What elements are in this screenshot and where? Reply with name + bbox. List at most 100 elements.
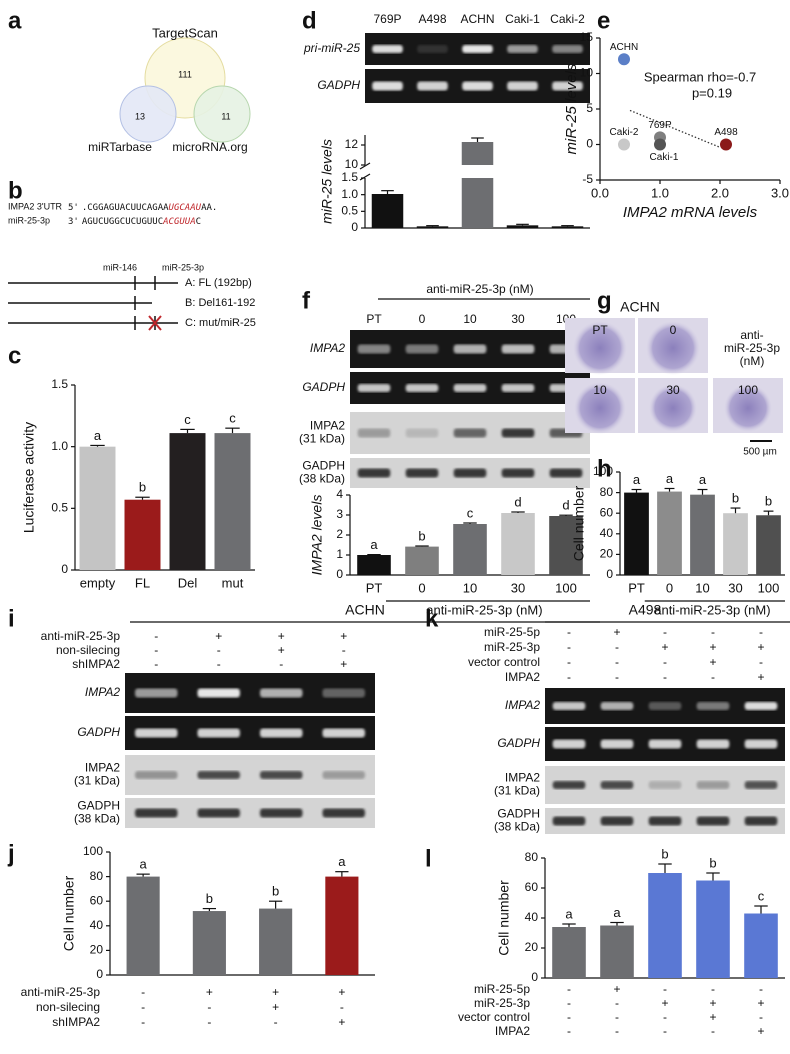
gel-band xyxy=(135,771,178,779)
bar xyxy=(744,913,778,978)
panel-label: g xyxy=(597,287,612,314)
x-tick-label: mut xyxy=(222,575,244,590)
bar xyxy=(416,226,449,228)
x-tick-label: 100 xyxy=(758,580,780,595)
condition-sign: - xyxy=(141,1015,145,1029)
condition-sign: - xyxy=(759,625,763,639)
y-tick-label: 4 xyxy=(336,487,343,501)
panel-label: h xyxy=(597,455,612,482)
y-tick-label: 0 xyxy=(531,970,538,984)
x-tick-label: 10 xyxy=(463,580,477,595)
gel-band xyxy=(552,45,583,53)
bar xyxy=(723,513,748,575)
gel-title: A498 xyxy=(629,602,662,618)
gel-band xyxy=(600,739,634,749)
y-axis-label: Luciferase activity xyxy=(21,422,37,533)
image-note: miR-25-3p xyxy=(724,341,780,355)
gel-band xyxy=(405,344,439,354)
gel-band xyxy=(453,428,487,438)
sequence-part: AGUCUGGCUCUGUUC xyxy=(82,217,163,227)
condition-sign: - xyxy=(567,996,571,1010)
well-label: 100 xyxy=(738,383,758,397)
bar xyxy=(357,555,391,575)
point-label: Caki-1 xyxy=(650,152,679,163)
panel-label: f xyxy=(302,287,311,314)
x-tick-label: Del xyxy=(178,575,198,590)
condition-label: miR-25-5p xyxy=(484,625,540,639)
condition-sign: - xyxy=(567,625,571,639)
y-tick-label: 60 xyxy=(90,893,104,907)
gel-band xyxy=(507,45,538,53)
y-tick-label: 1 xyxy=(336,547,343,561)
y-tick-label: 40 xyxy=(525,910,539,924)
condition-sign: - xyxy=(663,982,667,996)
significance-letter: c xyxy=(184,412,191,427)
image-title: ACHN xyxy=(620,299,660,315)
gel-row-label: pri-miR-25 xyxy=(303,41,360,55)
bar xyxy=(192,911,226,975)
significance-letter: a xyxy=(699,472,707,487)
panel-label: a xyxy=(8,7,22,34)
y-tick-label: 80 xyxy=(600,485,614,499)
y-tick-label: 80 xyxy=(90,869,104,883)
condition-sign: - xyxy=(711,625,715,639)
gel-band xyxy=(135,688,178,698)
sequence-label: miR-25-3p xyxy=(8,215,50,225)
gel-band xyxy=(696,781,730,789)
trend-line xyxy=(629,109,721,148)
gel-band xyxy=(357,344,391,354)
condition-label: IMPA2 xyxy=(505,670,540,684)
gel-band xyxy=(357,468,391,478)
condition-sign: + xyxy=(340,657,347,671)
condition-label: non-silecing xyxy=(56,643,120,657)
gel-row-label: IMPA2 xyxy=(505,698,540,712)
condition-sign: - xyxy=(567,640,571,654)
condition-sign: + xyxy=(661,640,668,654)
venn-label: microRNA.org xyxy=(172,140,247,154)
image-note: anti- xyxy=(740,328,763,342)
condition-sign: - xyxy=(663,1024,667,1038)
significance-letter: c xyxy=(758,888,765,903)
panel-label: i xyxy=(8,605,15,632)
gel-band xyxy=(744,816,778,826)
x-tick-label: 30 xyxy=(511,580,525,595)
condition-sign: - xyxy=(615,670,619,684)
condition-label: shIMPA2 xyxy=(72,657,120,671)
seed-site: ACGUUA xyxy=(162,217,196,227)
y-tick-label: 5 xyxy=(586,101,593,115)
well-label: 30 xyxy=(666,383,680,397)
significance-letter: b xyxy=(709,855,716,870)
condition-sign: + xyxy=(613,982,620,996)
gel-row-label: IMPA2 xyxy=(505,771,540,785)
condition-sign: + xyxy=(709,640,716,654)
significance-letter: b xyxy=(206,891,213,906)
venn-count: 13 xyxy=(135,111,145,121)
lane-label: PT xyxy=(366,312,382,326)
bar xyxy=(169,433,206,570)
y-tick-label: 1.0 xyxy=(341,187,358,201)
gel-band xyxy=(501,384,535,392)
gel-band xyxy=(197,808,240,818)
gel-row-label: IMPA2 xyxy=(310,419,345,433)
gel-band xyxy=(600,781,634,789)
panel-label: b xyxy=(8,177,23,204)
condition-sign: + xyxy=(338,1015,345,1029)
significance-letter: a xyxy=(94,428,102,443)
point xyxy=(618,138,630,151)
condition-label: anti-miR-25-3p xyxy=(21,985,101,999)
venn-label: TargetScan xyxy=(152,25,218,40)
colony xyxy=(649,384,697,432)
lane-label: 0 xyxy=(419,312,426,326)
gel-row-label: GADPH xyxy=(497,807,540,821)
venn-label: miRTarbase xyxy=(88,140,152,154)
gel-row-label: GADPH xyxy=(302,459,345,473)
significance-letter: b xyxy=(418,528,425,543)
strand: 5' xyxy=(68,203,79,213)
venn-circle xyxy=(193,85,251,143)
gel-band xyxy=(501,428,535,438)
significance-letter: a xyxy=(633,472,641,487)
gel-band xyxy=(417,45,448,53)
bar xyxy=(552,927,586,978)
gel-band xyxy=(405,428,439,438)
